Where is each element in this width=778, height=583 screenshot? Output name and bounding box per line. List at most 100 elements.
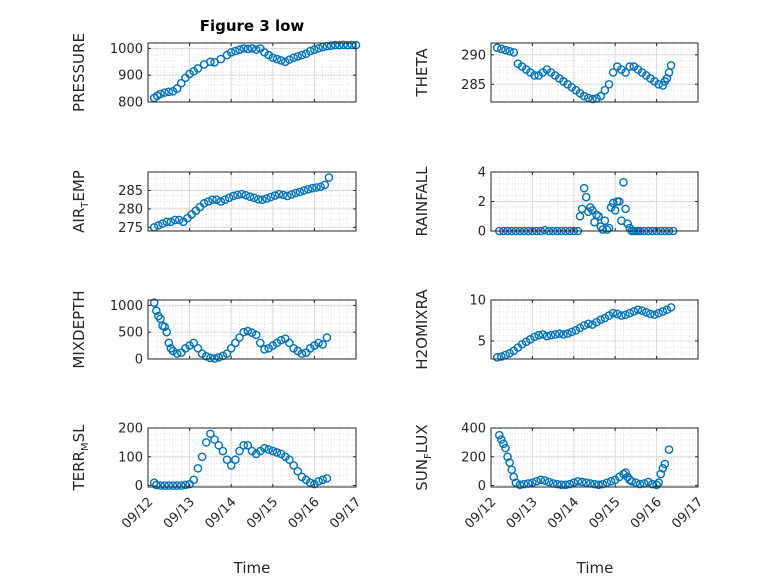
data-point bbox=[592, 210, 601, 220]
data-point bbox=[600, 216, 610, 225]
axes-box bbox=[147, 42, 357, 103]
data-point bbox=[590, 479, 599, 489]
data-point bbox=[264, 445, 273, 454]
data-point bbox=[160, 481, 169, 490]
x-tick-label: 09/17 bbox=[669, 495, 706, 532]
data-point bbox=[606, 476, 616, 486]
data-point bbox=[536, 475, 545, 485]
data-point bbox=[206, 353, 215, 363]
data-point bbox=[530, 332, 539, 342]
data-point bbox=[581, 478, 591, 487]
data-point bbox=[621, 204, 630, 214]
x-tick-label: 09/16 bbox=[628, 495, 665, 532]
plot-area bbox=[148, 43, 356, 102]
axes-box bbox=[490, 299, 699, 360]
y-tick-label: 0 bbox=[135, 353, 143, 368]
data-point bbox=[233, 190, 242, 200]
data-point bbox=[158, 219, 167, 228]
data-point bbox=[201, 438, 211, 447]
data-point bbox=[174, 215, 184, 225]
data-point bbox=[297, 50, 307, 60]
data-point bbox=[581, 192, 591, 202]
plot-area bbox=[491, 43, 698, 102]
y-tick-label: 275 bbox=[118, 221, 143, 236]
data-point bbox=[644, 477, 653, 487]
data-point bbox=[285, 338, 294, 348]
data-point bbox=[499, 439, 508, 449]
data-point bbox=[519, 479, 529, 489]
data-point bbox=[326, 41, 336, 50]
data-point bbox=[260, 345, 269, 354]
data-point bbox=[538, 330, 548, 339]
data-point bbox=[650, 310, 659, 320]
data-point bbox=[168, 481, 178, 490]
y-tick-label: 200 bbox=[118, 422, 143, 437]
data-point bbox=[156, 481, 165, 490]
y-axis-label: AIRTEMP bbox=[70, 170, 91, 233]
data-point bbox=[276, 335, 286, 345]
data-point bbox=[162, 327, 172, 337]
data-point bbox=[330, 40, 340, 50]
axes-box bbox=[147, 427, 357, 488]
y-tick-label: 1000 bbox=[110, 42, 143, 57]
data-point bbox=[602, 225, 612, 234]
data-point bbox=[293, 52, 303, 61]
data-point bbox=[226, 48, 236, 57]
data-point bbox=[231, 338, 240, 348]
data-point bbox=[210, 435, 219, 444]
data-point bbox=[623, 219, 632, 228]
y-axis-label: MIXDEPTH bbox=[70, 290, 88, 368]
data-point bbox=[610, 206, 620, 215]
data-point bbox=[172, 349, 182, 358]
y-tick-label: 800 bbox=[118, 96, 143, 111]
data-point bbox=[314, 44, 323, 53]
data-point bbox=[318, 475, 328, 485]
y-tick-label: 5 bbox=[478, 334, 486, 349]
data-point bbox=[314, 476, 323, 486]
data-point bbox=[214, 353, 224, 362]
y-tick-label: 2 bbox=[478, 195, 486, 210]
data-point bbox=[204, 197, 213, 206]
data-point bbox=[260, 443, 269, 453]
data-point bbox=[625, 308, 634, 318]
data-point bbox=[534, 330, 543, 340]
data-point bbox=[172, 84, 182, 93]
data-point bbox=[303, 185, 313, 194]
data-point bbox=[235, 45, 244, 55]
data-point bbox=[594, 211, 603, 221]
data-point bbox=[612, 309, 622, 319]
data-point bbox=[235, 333, 244, 342]
data-point bbox=[295, 187, 305, 197]
data-point bbox=[501, 45, 510, 55]
data-point bbox=[231, 46, 240, 56]
data-point bbox=[235, 446, 244, 456]
y-tick-label: 0 bbox=[478, 225, 486, 240]
data-point bbox=[509, 48, 519, 57]
data-point bbox=[658, 307, 668, 316]
data-point bbox=[666, 61, 676, 70]
data-point bbox=[322, 333, 332, 342]
data-point bbox=[228, 191, 238, 201]
data-point bbox=[550, 330, 560, 339]
y-tick-label: 285 bbox=[118, 184, 143, 199]
data-point bbox=[189, 338, 199, 348]
data-point bbox=[646, 309, 655, 319]
data-point bbox=[324, 173, 334, 182]
data-point bbox=[262, 194, 271, 203]
data-point bbox=[206, 429, 215, 439]
data-point bbox=[660, 459, 670, 469]
data-point bbox=[201, 352, 211, 361]
y-tick-label: 0 bbox=[135, 479, 143, 494]
subplot-8: 0 200 400 09/12 09/13 09/14 09/15 09/16 09/17 SUN… bbox=[413, 422, 706, 532]
x-tick-label: 09/14 bbox=[545, 495, 582, 532]
y-tick-label: 280 bbox=[118, 202, 143, 217]
data-point bbox=[274, 189, 284, 199]
data-point bbox=[278, 190, 288, 200]
x-tick-label: 09/13 bbox=[504, 495, 541, 532]
axes-box bbox=[490, 42, 699, 103]
data-point bbox=[577, 477, 587, 487]
data-point bbox=[505, 46, 514, 56]
data-point bbox=[172, 481, 182, 490]
